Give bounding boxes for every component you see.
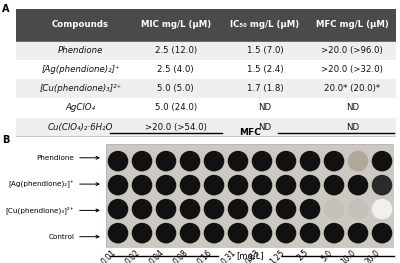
- Text: 1.5 (2.4): 1.5 (2.4): [246, 65, 283, 74]
- Text: Compounds: Compounds: [52, 21, 109, 29]
- Circle shape: [132, 200, 152, 219]
- Circle shape: [204, 200, 224, 219]
- Text: 20.0* (20.0)*: 20.0* (20.0)*: [324, 84, 380, 93]
- Circle shape: [372, 200, 392, 219]
- Text: >20.0 (>32.0): >20.0 (>32.0): [321, 65, 383, 74]
- Circle shape: [252, 224, 272, 243]
- Circle shape: [324, 175, 344, 195]
- Bar: [16, 98, 396, 118]
- Text: 20.0: 20.0: [364, 248, 382, 263]
- Text: Phendione: Phendione: [58, 46, 103, 55]
- Circle shape: [204, 175, 224, 195]
- Bar: [16, 118, 396, 137]
- Bar: [16, 79, 396, 98]
- Circle shape: [180, 224, 200, 243]
- Circle shape: [276, 224, 296, 243]
- Circle shape: [228, 175, 248, 195]
- Text: 0.01: 0.01: [100, 248, 118, 263]
- Circle shape: [324, 224, 344, 243]
- Text: 5.0 (24.0): 5.0 (24.0): [154, 103, 197, 113]
- Circle shape: [300, 200, 320, 219]
- Circle shape: [156, 151, 176, 171]
- Circle shape: [228, 200, 248, 219]
- Text: [Ag(phendione)₂]⁺: [Ag(phendione)₂]⁺: [8, 180, 99, 188]
- Text: 2.5 (12.0): 2.5 (12.0): [154, 46, 197, 55]
- Text: A: A: [2, 4, 10, 14]
- Circle shape: [348, 151, 368, 171]
- Text: ND: ND: [346, 103, 359, 113]
- Circle shape: [348, 200, 368, 219]
- Bar: [16, 41, 396, 60]
- Text: ND: ND: [258, 123, 272, 132]
- Circle shape: [276, 151, 296, 171]
- Text: Cu(ClO₄)₂·6H₂O: Cu(ClO₄)₂·6H₂O: [48, 123, 113, 132]
- Text: MFC mg/L (μM): MFC mg/L (μM): [316, 21, 389, 29]
- Circle shape: [156, 200, 176, 219]
- Circle shape: [372, 151, 392, 171]
- Circle shape: [228, 224, 248, 243]
- Text: >20.0 (>96.0): >20.0 (>96.0): [322, 46, 383, 55]
- Text: [Cu(phendione)₃]²⁺: [Cu(phendione)₃]²⁺: [40, 84, 122, 93]
- Text: IC₅₀ mg/L (μM): IC₅₀ mg/L (μM): [230, 21, 300, 29]
- Bar: [16, 9, 396, 41]
- Text: 2.5: 2.5: [295, 248, 310, 263]
- Text: 1.25: 1.25: [268, 248, 286, 263]
- Text: B: B: [2, 135, 9, 145]
- Text: 10.0: 10.0: [340, 248, 358, 263]
- Circle shape: [180, 175, 200, 195]
- Text: 0.08: 0.08: [172, 248, 190, 263]
- Text: 0.04: 0.04: [148, 248, 166, 263]
- Text: MIC mg/L (μM): MIC mg/L (μM): [140, 21, 211, 29]
- Text: MFC: MFC: [239, 128, 261, 137]
- Text: 0.31: 0.31: [220, 248, 238, 263]
- Circle shape: [348, 224, 368, 243]
- Circle shape: [108, 151, 128, 171]
- Text: 5.0 (5.0): 5.0 (5.0): [157, 84, 194, 93]
- Circle shape: [180, 151, 200, 171]
- Circle shape: [372, 224, 392, 243]
- Circle shape: [204, 224, 224, 243]
- Circle shape: [324, 151, 344, 171]
- Circle shape: [108, 224, 128, 243]
- Text: 1.5 (7.0): 1.5 (7.0): [246, 46, 283, 55]
- Circle shape: [204, 151, 224, 171]
- Circle shape: [324, 200, 344, 219]
- Text: 0.63: 0.63: [244, 248, 262, 263]
- Circle shape: [300, 151, 320, 171]
- Circle shape: [132, 175, 152, 195]
- Text: [Cu(phendione)₃]²⁺: [Cu(phendione)₃]²⁺: [6, 206, 99, 214]
- Circle shape: [252, 200, 272, 219]
- Circle shape: [300, 224, 320, 243]
- Circle shape: [132, 151, 152, 171]
- Text: 5.0: 5.0: [319, 248, 334, 263]
- Circle shape: [156, 175, 176, 195]
- Circle shape: [132, 224, 152, 243]
- Text: [mg/L]: [mg/L]: [236, 252, 264, 261]
- Circle shape: [108, 200, 128, 219]
- Text: AgClO₄: AgClO₄: [66, 103, 96, 113]
- Text: ND: ND: [258, 103, 272, 113]
- Text: Control: Control: [48, 234, 99, 240]
- Circle shape: [228, 151, 248, 171]
- Circle shape: [300, 175, 320, 195]
- Circle shape: [348, 175, 368, 195]
- Circle shape: [276, 200, 296, 219]
- Circle shape: [276, 175, 296, 195]
- Text: >20.0 (>54.0): >20.0 (>54.0): [145, 123, 206, 132]
- Circle shape: [372, 175, 392, 195]
- Text: [Ag(phendione)₂]⁺: [Ag(phendione)₂]⁺: [41, 65, 120, 74]
- Bar: [16, 60, 396, 79]
- Circle shape: [108, 175, 128, 195]
- Text: 0.02: 0.02: [124, 248, 142, 263]
- Circle shape: [156, 224, 176, 243]
- Text: Phendione: Phendione: [36, 155, 99, 161]
- Text: 1.7 (1.8): 1.7 (1.8): [246, 84, 283, 93]
- Text: 2.5 (4.0): 2.5 (4.0): [157, 65, 194, 74]
- Circle shape: [252, 151, 272, 171]
- Circle shape: [180, 200, 200, 219]
- Text: ND: ND: [346, 123, 359, 132]
- Circle shape: [252, 175, 272, 195]
- Text: 0.16: 0.16: [196, 248, 214, 263]
